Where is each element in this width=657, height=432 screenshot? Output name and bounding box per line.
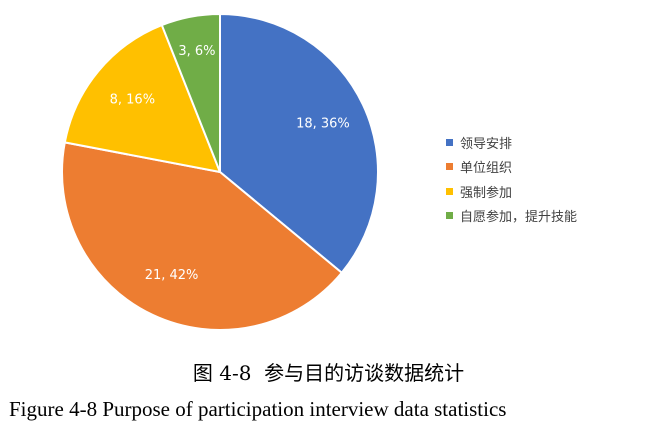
pie-slice-1 bbox=[219, 12, 379, 275]
pie-data-label: 18, 36% bbox=[296, 117, 350, 132]
legend-entry: 单位组织 bbox=[446, 155, 577, 180]
legend-entry: 领导安排 bbox=[446, 130, 577, 155]
legend-label: 强制参加 bbox=[460, 185, 513, 201]
legend-swatch bbox=[446, 212, 453, 220]
figure-caption-english: Figure 4-8 Purpose of participation inte… bbox=[9, 397, 507, 421]
figure-caption-chinese: 图 4-8 参与目的访谈数据统计 bbox=[192, 361, 465, 385]
legend-label: 自愿参加，提升技能 bbox=[460, 210, 578, 226]
pie-data-label: 8, 16% bbox=[110, 92, 155, 107]
pie-slice-4 bbox=[160, 12, 221, 173]
pie-slice-2 bbox=[61, 141, 344, 331]
legend-swatch bbox=[446, 187, 453, 195]
legend-entry: 强制参加 bbox=[446, 179, 577, 204]
legend-swatch bbox=[446, 163, 453, 171]
legend-entry: 自愿参加，提升技能 bbox=[446, 204, 577, 229]
legend-label: 领导安排 bbox=[460, 136, 513, 152]
pie-slices bbox=[61, 12, 379, 331]
pie-chart: 18, 36% 21, 42% 8, 16% 3, 6% bbox=[61, 12, 379, 331]
pie-data-label: 21, 42% bbox=[145, 268, 199, 283]
legend: 领导安排 单位组织 强制参加 自愿参加，提升技能 bbox=[446, 130, 577, 228]
pie-data-label: 3, 6% bbox=[178, 44, 215, 59]
legend-label: 单位组织 bbox=[460, 161, 513, 177]
pie-slice-3 bbox=[63, 23, 222, 174]
legend-swatch bbox=[446, 138, 453, 146]
pie-data-labels: 18, 36% 21, 42% 8, 16% 3, 6% bbox=[110, 44, 350, 283]
